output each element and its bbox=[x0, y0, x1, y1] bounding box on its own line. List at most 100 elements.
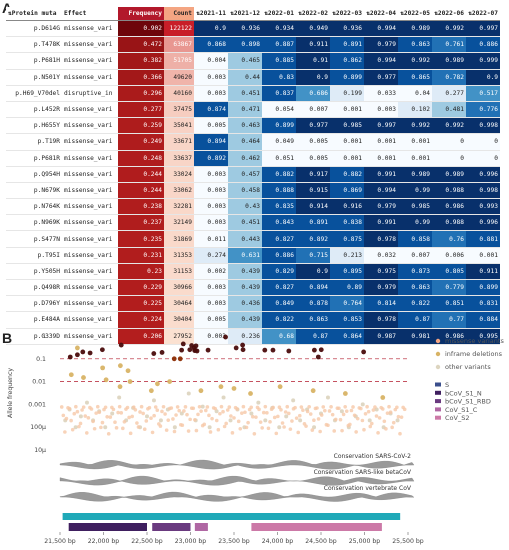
table-cell: 33637 bbox=[164, 150, 194, 167]
data-point bbox=[248, 391, 253, 396]
data-point bbox=[252, 431, 257, 436]
domain-bar bbox=[152, 523, 191, 531]
data-point bbox=[243, 410, 247, 415]
table-cell: 0.899 bbox=[262, 117, 296, 135]
data-point bbox=[67, 354, 73, 360]
data-point bbox=[338, 417, 343, 422]
table-cell: 0.005 bbox=[296, 133, 330, 151]
legend-label: other variants bbox=[445, 363, 491, 371]
table-cell: 0.049 bbox=[262, 133, 296, 151]
table-cell: 0.001 bbox=[398, 150, 432, 167]
table-cell: 0.472 bbox=[118, 36, 164, 54]
table-cell: 0.206 bbox=[118, 328, 164, 345]
column-header[interactable]: ⇅2022-07 bbox=[466, 7, 500, 21]
table-cell: 0.235 bbox=[118, 230, 164, 248]
table-cell: 0.998 bbox=[466, 182, 500, 200]
data-point bbox=[117, 404, 122, 409]
data-point bbox=[197, 404, 202, 409]
table-cell: 0.464 bbox=[228, 133, 262, 151]
data-point bbox=[114, 426, 119, 430]
table-cell: 122122 bbox=[164, 20, 194, 38]
data-point bbox=[136, 425, 141, 429]
data-point bbox=[159, 350, 165, 355]
conservation-track-label: Conservation SARS-like betaCoV bbox=[314, 469, 412, 476]
x-tick-label: 23,500 bp bbox=[218, 538, 250, 545]
y-tick-label: 0.001 bbox=[28, 401, 46, 408]
table-cell: 0.989 bbox=[432, 52, 466, 70]
column-header[interactable]: ⇅2022-01 bbox=[262, 7, 296, 21]
column-header[interactable]: ⇅Protein muta bbox=[6, 7, 62, 21]
data-point bbox=[213, 406, 218, 411]
table-header-row: ⇅Protein muta Effect Frequency Count ⇅2021-1… bbox=[6, 7, 500, 21]
column-header[interactable]: ⇅2022-04 bbox=[364, 7, 398, 21]
data-point bbox=[105, 414, 109, 419]
data-point bbox=[371, 408, 376, 412]
column-header[interactable]: ⇅2021-12 bbox=[228, 7, 262, 21]
table-cell: 0.9 bbox=[194, 20, 228, 38]
table-cell: 0.996 bbox=[466, 166, 500, 183]
table-cell: 0.23 bbox=[118, 263, 164, 281]
data-point bbox=[224, 421, 228, 426]
data-point bbox=[151, 351, 157, 356]
column-header[interactable]: Frequency bbox=[118, 7, 164, 21]
data-point bbox=[64, 416, 69, 421]
data-point bbox=[325, 395, 330, 400]
data-point bbox=[75, 345, 80, 351]
data-point bbox=[117, 395, 122, 400]
data-point bbox=[343, 405, 347, 409]
column-header[interactable]: ⇅2022-05 bbox=[398, 7, 432, 21]
column-header[interactable]: Effect bbox=[62, 7, 118, 21]
table-row: p.T95I missense_vari 0.231 31353 0.274 0.631 0… bbox=[6, 247, 500, 264]
table-cell: missense_vari bbox=[62, 69, 118, 86]
table-cell: 0.43 bbox=[228, 198, 262, 216]
data-point bbox=[103, 425, 108, 430]
table-cell: 0.981 bbox=[398, 328, 432, 345]
data-point bbox=[341, 412, 346, 417]
legend-marker bbox=[435, 351, 441, 357]
table-cell: 0.887 bbox=[262, 36, 296, 54]
data-point bbox=[327, 409, 332, 413]
table-cell: 0.894 bbox=[296, 279, 330, 297]
data-point bbox=[323, 408, 327, 413]
table-cell: 0.902 bbox=[118, 20, 164, 38]
data-point bbox=[263, 418, 268, 423]
table-cell: p.T478K bbox=[6, 36, 62, 54]
data-point bbox=[117, 384, 123, 390]
column-header[interactable]: ⇅2021-11 bbox=[194, 7, 228, 21]
data-point bbox=[78, 421, 83, 426]
column-header[interactable]: Count bbox=[164, 7, 194, 21]
data-point bbox=[177, 356, 183, 362]
data-point bbox=[153, 405, 158, 409]
data-point bbox=[373, 405, 377, 409]
data-point bbox=[311, 347, 317, 353]
data-point bbox=[365, 404, 369, 409]
data-point bbox=[398, 431, 402, 436]
data-point bbox=[187, 347, 193, 353]
column-header[interactable]: ⇅2022-06 bbox=[432, 7, 466, 21]
data-point bbox=[279, 407, 283, 412]
data-point bbox=[315, 406, 319, 410]
table-cell: 0.992 bbox=[432, 117, 466, 135]
data-point bbox=[380, 395, 386, 400]
table-cell: 0.003 bbox=[194, 198, 228, 216]
data-point bbox=[116, 410, 120, 415]
column-header[interactable]: ⇅2022-03 bbox=[330, 7, 364, 21]
data-point bbox=[298, 418, 303, 423]
data-point bbox=[149, 416, 153, 421]
data-point bbox=[344, 409, 349, 413]
data-point bbox=[361, 349, 367, 355]
conservation-track bbox=[59, 491, 415, 502]
data-point bbox=[395, 418, 400, 423]
table-row: p.D796Y missense_vari 0.225 30464 0.003 0.436… bbox=[6, 295, 500, 313]
column-header[interactable]: ⇅2022-02 bbox=[296, 7, 330, 21]
table-cell: 0.835 bbox=[262, 198, 296, 216]
data-point bbox=[246, 420, 250, 425]
data-point bbox=[280, 421, 285, 425]
data-point bbox=[304, 424, 308, 428]
table-cell: 0.986 bbox=[432, 198, 466, 216]
data-point bbox=[402, 407, 407, 412]
table-cell: 0.001 bbox=[330, 133, 364, 151]
table-cell: 0.68 bbox=[262, 328, 296, 345]
data-point bbox=[103, 405, 108, 410]
table-row: p.P681R missense_vari 0.248 33637 0.892 0.462… bbox=[6, 150, 500, 167]
